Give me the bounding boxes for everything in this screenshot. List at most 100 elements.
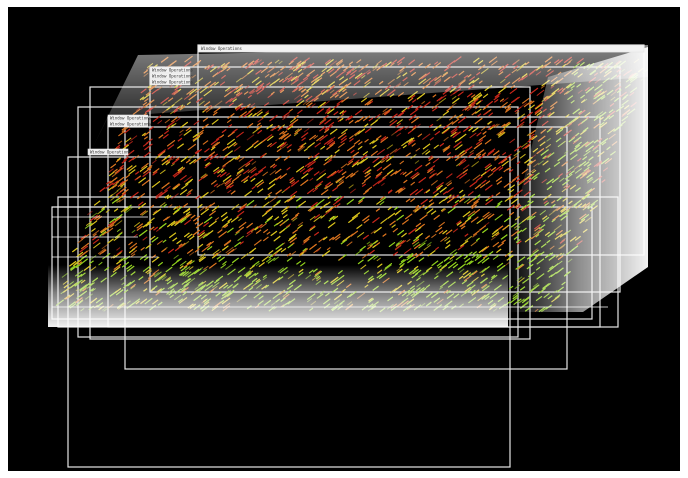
cloud-stroke [159,169,166,175]
cloud-stroke [237,235,245,242]
cloud-stroke [475,105,480,110]
cloud-stroke [114,220,123,227]
cloud-stroke [335,177,342,183]
cloud-stroke [421,149,429,155]
cloud-stroke [124,137,132,143]
cloud-stroke [520,102,528,108]
cloud-stroke [319,118,327,124]
cloud-stroke [464,179,471,184]
cloud-stroke [133,221,141,228]
cloud-stroke [517,113,526,120]
cloud-stroke [159,202,166,207]
cloud-stroke [156,240,163,245]
cloud-stroke [318,169,326,175]
cloud-stroke [92,229,100,236]
cloud-stroke [536,89,545,96]
cloud-stroke [252,204,257,208]
cloud-stroke [462,105,470,112]
cloud-stroke [237,163,246,170]
cloud-stroke [220,181,226,186]
cloud-stroke [141,210,149,216]
cloud-stroke [426,241,432,247]
cloud-stroke [151,159,157,164]
cloud-stroke [307,207,313,212]
cloud-stroke [285,205,291,210]
cloud-stroke [415,147,421,152]
cloud-stroke [294,128,300,133]
cloud-stroke [156,226,163,232]
cloud-stroke [399,171,404,175]
cloud-stroke [519,153,526,159]
cloud-stroke [210,189,215,194]
cloud-stroke [518,123,524,128]
cloud-stroke [303,127,310,133]
cloud-stroke [118,258,123,262]
cloud-stroke [188,154,196,161]
cloud-stroke [361,252,370,259]
cloud-stroke [510,155,518,161]
cloud-stroke [240,253,249,260]
cloud-stroke [265,110,270,114]
cloud-stroke [225,246,234,254]
cloud-stroke [366,241,371,245]
cloud-stroke [423,244,432,251]
cloud-stroke [269,170,277,176]
cloud-stroke [216,155,222,160]
cloud-stroke [354,249,363,256]
cloud-stroke [382,110,387,115]
cloud-stroke [102,252,111,260]
cloud-stroke [375,113,381,119]
cloud-stroke [267,257,276,264]
cloud-stroke [349,188,357,194]
cloud-stroke [132,154,140,161]
cloud-stroke [90,254,97,261]
cloud-stroke [418,239,428,247]
cloud-stroke [398,187,406,194]
cloud-stroke [227,189,232,194]
cloud-stroke [316,248,320,253]
cloud-stroke [380,182,385,187]
cloud-stroke [438,221,446,228]
cloud-stroke [469,149,475,154]
cloud-stroke [499,101,508,109]
cloud-stroke [216,250,222,255]
cloud-stroke [97,248,106,255]
cloud-stroke [113,181,120,186]
cloud-stroke [412,241,420,247]
cloud-stroke [200,173,207,179]
cloud-stroke [443,136,449,142]
cloud-stroke [431,103,439,110]
cloud-stroke [444,236,451,242]
cloud-stroke [338,142,345,149]
cloud-stroke [376,148,385,156]
cloud-stroke [314,142,321,148]
cloud-stroke [314,183,322,190]
cloud-stroke [289,250,297,257]
cloud-stroke [252,126,261,134]
visualization-viewport[interactable]: Window Operations Window Operations Wind… [8,7,680,471]
cloud-stroke [414,160,420,164]
cloud-stroke [445,180,452,186]
cloud-stroke [467,152,474,158]
cloud-stroke [164,118,171,124]
cloud-stroke [487,172,494,178]
cloud-stroke [452,228,459,233]
cloud-stroke [101,244,108,250]
cloud-stroke [410,154,417,160]
cloud-stroke [183,214,188,218]
cloud-stroke [302,240,308,246]
cloud-stroke [318,237,326,243]
cloud-stroke [313,215,322,223]
cloud-stroke [373,255,379,260]
cloud-stroke [166,124,174,131]
cloud-stroke [289,117,297,123]
cloud-stroke [171,193,179,200]
cloud-stroke [484,164,493,171]
cloud-stroke [356,231,365,238]
stacked-windows-visualization: Window Operations Window Operations Wind… [48,44,648,468]
cloud-stroke [189,251,195,256]
cloud-stroke [540,85,546,89]
cloud-stroke [487,120,493,126]
cloud-stroke [199,253,206,259]
cloud-stroke [131,229,136,234]
